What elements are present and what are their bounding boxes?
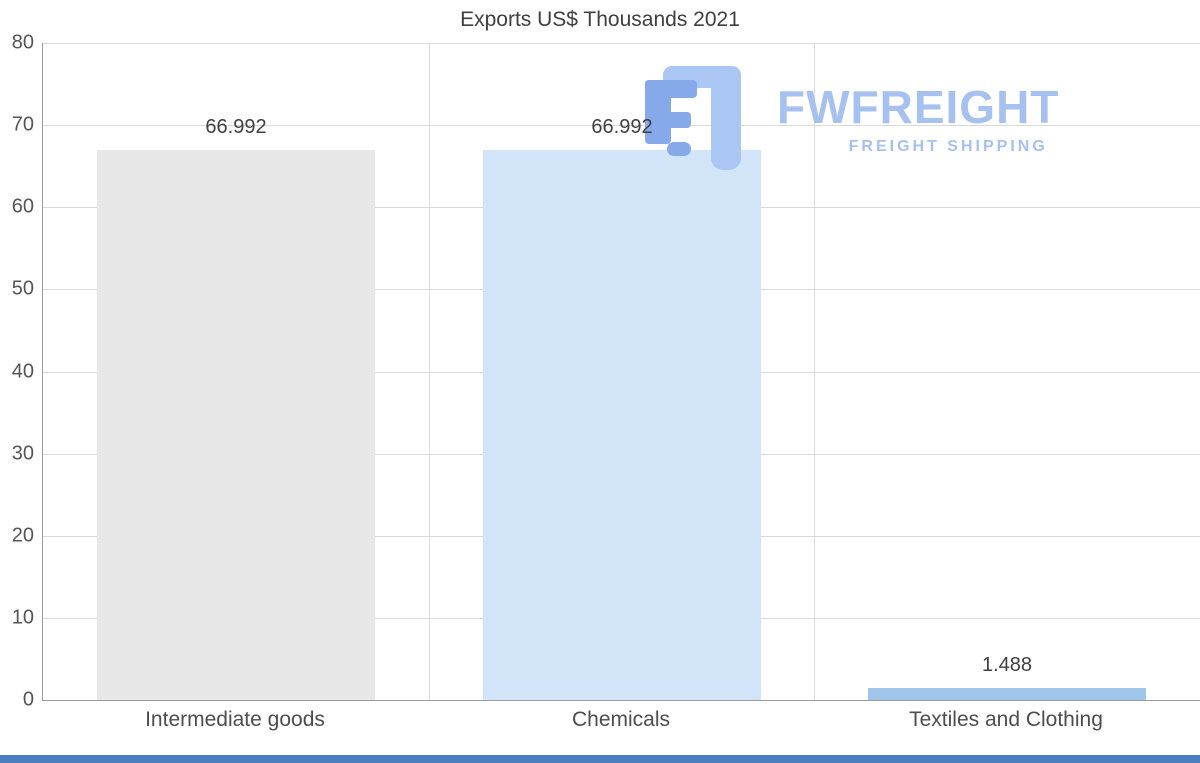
x-axis: Intermediate goods Chemicals Textiles and …: [42, 704, 1199, 740]
bar-textiles-and-clothing[interactable]: [868, 687, 1146, 700]
bar-intermediate-goods[interactable]: [97, 149, 375, 700]
gridline-vertical: [429, 43, 430, 700]
watermark-brand: FWFREIGHT: [777, 81, 1060, 133]
x-tick-label: Textiles and Clothing: [909, 708, 1103, 731]
x-tick-label: Chemicals: [571, 708, 671, 731]
bar-chemicals[interactable]: [483, 149, 761, 700]
y-tick-label: 50: [11, 277, 34, 300]
x-tick-label: Intermediate goods: [145, 708, 325, 731]
y-tick-label: 80: [11, 31, 34, 54]
bar-value-label: 66.992: [205, 115, 267, 138]
y-tick-label: 20: [11, 524, 34, 547]
y-tick-label: 10: [11, 606, 34, 629]
gridline-horizontal: [43, 125, 1200, 127]
y-tick-label: 60: [11, 195, 34, 218]
watermark-tagline: FREIGHT SHIPPING: [848, 138, 1048, 155]
bar-value-label: 1.488: [981, 653, 1033, 676]
plot-area: 66.992 66.992 1.488: [42, 43, 1200, 701]
y-tick-label: 30: [11, 442, 34, 465]
chart-title: Exports US$ Thousands 2021: [460, 8, 740, 31]
gridline-horizontal: [43, 43, 1200, 44]
y-tick-label: 70: [11, 113, 34, 136]
bar-value-label: 66.992: [591, 115, 653, 138]
watermark-text: FWFREIGHT FREIGHT SHIPPING: [777, 84, 1059, 156]
fwfreight-logo-icon: [645, 66, 763, 179]
bottom-accent-bar: [0, 755, 1200, 763]
watermark: FWFREIGHT FREIGHT SHIPPING: [645, 66, 1059, 179]
y-tick-label: 40: [11, 360, 34, 382]
y-tick-label: 0: [22, 688, 34, 711]
gridline-vertical: [814, 43, 815, 700]
y-axis: 0 10 20 30 40 50 60 70 80: [0, 32, 36, 711]
